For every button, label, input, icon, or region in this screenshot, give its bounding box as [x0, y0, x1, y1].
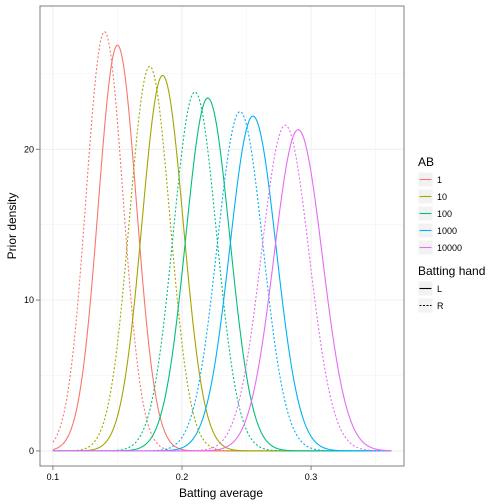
- density-curve-ab-100-l: [52, 97, 392, 452]
- density-curves: [52, 31, 392, 452]
- y-tick-label: 10: [24, 295, 34, 305]
- x-tick-label: 0.3: [305, 472, 318, 482]
- grid: [40, 6, 404, 466]
- density-curve-ab-10-r: [52, 65, 392, 452]
- legend-label: 1000: [437, 226, 457, 236]
- legend-label: 10000: [437, 243, 462, 253]
- legend-title-batting-hand: Batting hand: [418, 264, 485, 278]
- legend-label: 10: [437, 192, 447, 202]
- density-curve-ab-1-l: [52, 44, 392, 452]
- density-curve-ab-10-l: [52, 74, 392, 452]
- y-tick-label: 0: [29, 446, 34, 456]
- plot-panel: [39, 5, 405, 467]
- x-tick-label: 0.2: [176, 472, 189, 482]
- legend-label: R: [437, 301, 444, 311]
- density-curve-ab-10000-r: [52, 124, 392, 452]
- y-tick-label: 20: [24, 144, 34, 154]
- legend-label: 100: [437, 209, 452, 219]
- y-axis-title: Prior density: [5, 193, 19, 260]
- legend: AB1 10 100 1000 10000 Batting hand LR: [417, 155, 485, 314]
- x-tick-label: 0.1: [47, 472, 60, 482]
- legend-label: L: [437, 284, 442, 294]
- legend-title-ab: AB: [418, 155, 434, 169]
- legend-label: 1: [437, 175, 442, 185]
- legend-key: [417, 297, 434, 314]
- density-curve-ab-1-r: [52, 31, 392, 452]
- x-axis-title: Batting average: [179, 486, 263, 500]
- density-curve-ab-100-r: [52, 91, 392, 452]
- x-axis: 0.1 0.2 0.3: [47, 466, 318, 482]
- y-axis: 0 10 20: [24, 144, 40, 456]
